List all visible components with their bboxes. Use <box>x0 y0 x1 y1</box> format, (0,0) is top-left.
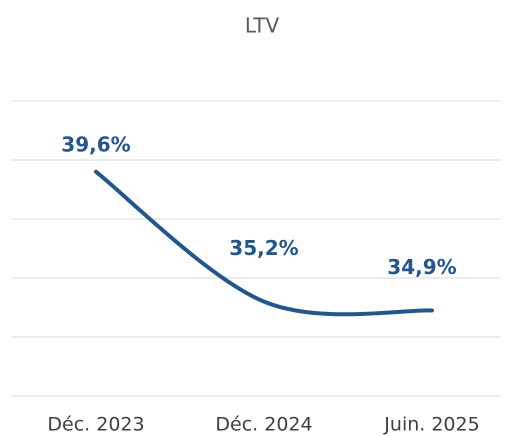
chart-title: LTV <box>245 14 280 38</box>
x-tick-label: Déc. 2024 <box>215 414 312 436</box>
data-label: 35,2% <box>229 236 298 260</box>
line <box>94 169 434 317</box>
x-tick-label: Déc. 2023 <box>47 414 144 436</box>
x-tick-label: Juin. 2025 <box>383 414 479 436</box>
data-label: 39,6% <box>61 132 130 156</box>
data-label: 34,9% <box>387 255 456 279</box>
